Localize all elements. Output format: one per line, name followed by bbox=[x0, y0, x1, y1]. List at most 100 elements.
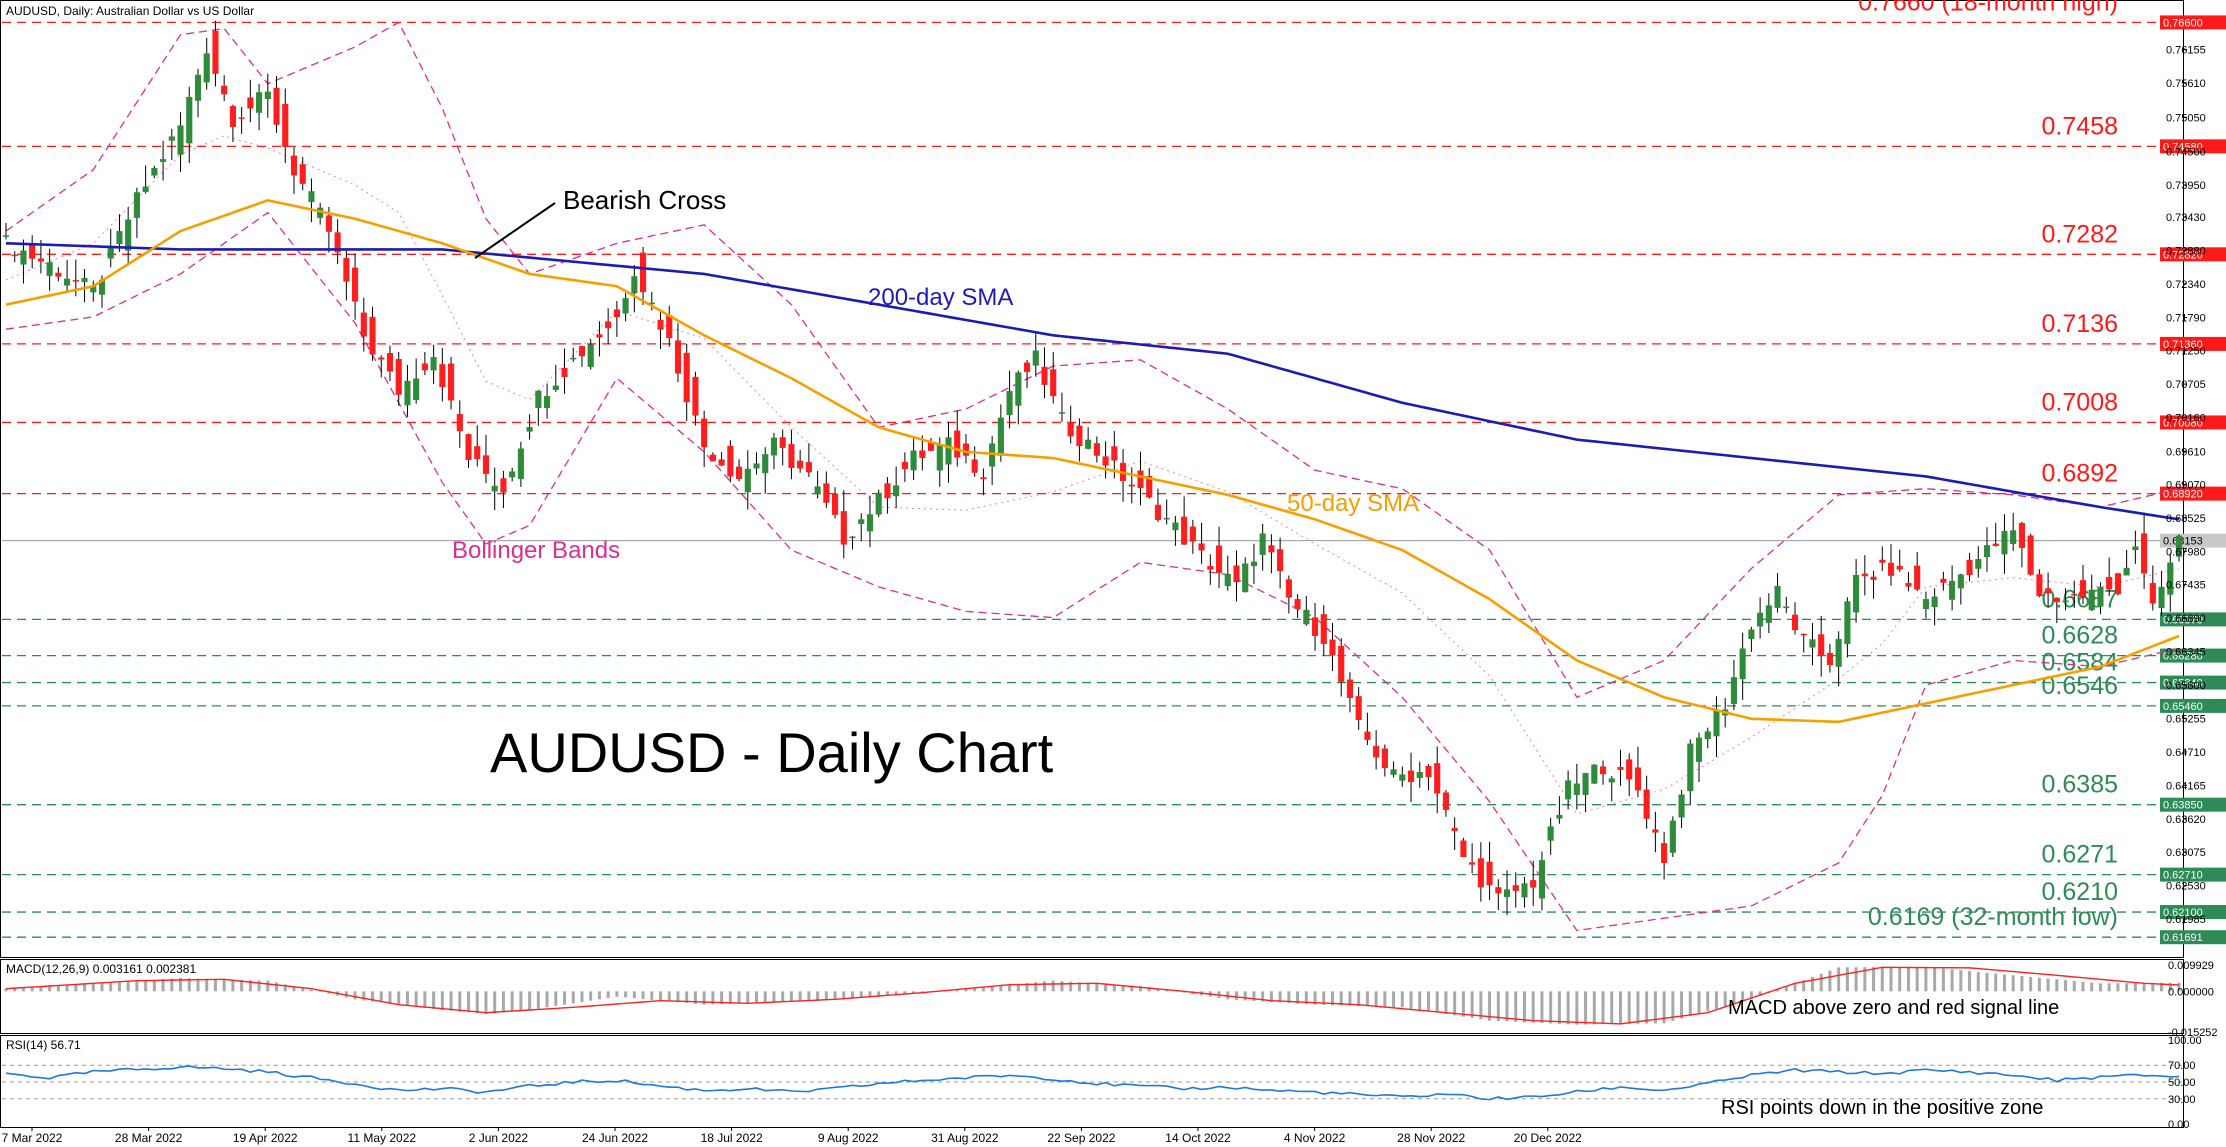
level-label: 0.6385 bbox=[2042, 771, 2118, 799]
candle-body bbox=[1023, 362, 1031, 373]
candle-body bbox=[1469, 862, 1476, 865]
candle-body bbox=[1189, 526, 1196, 542]
level-tag bbox=[2160, 867, 2226, 882]
candle-body bbox=[1172, 522, 1179, 531]
candle-body bbox=[832, 493, 839, 515]
candle-body bbox=[2071, 594, 2078, 596]
candle-body bbox=[2114, 573, 2121, 595]
level-tag bbox=[2160, 415, 2226, 430]
level-tag bbox=[2160, 336, 2226, 351]
candle-body bbox=[413, 378, 420, 400]
y-tick-label: 0.66345 bbox=[2166, 647, 2206, 659]
level-tag-text: 0.72820 bbox=[2163, 249, 2203, 261]
candle-body bbox=[1661, 843, 1668, 863]
candle-body bbox=[2132, 546, 2139, 550]
y-tick-label: 0.72880 bbox=[2166, 246, 2206, 258]
candle-body bbox=[1355, 696, 1362, 720]
x-tick-label: 2 Jun 2022 bbox=[469, 1131, 529, 1145]
candle-body bbox=[64, 278, 71, 286]
y-tick-label: 0.73950 bbox=[2166, 180, 2206, 192]
candle-body bbox=[1416, 771, 1423, 778]
candle-body bbox=[1853, 575, 1860, 613]
level-tag bbox=[2160, 797, 2226, 812]
candle-body bbox=[421, 363, 428, 371]
candle-body bbox=[1058, 412, 1066, 414]
candle-body bbox=[1949, 580, 1956, 600]
y-tick-label: 0.68525 bbox=[2166, 513, 2206, 525]
candle-body bbox=[1311, 617, 1319, 636]
candle-body bbox=[770, 437, 778, 456]
candle-body bbox=[596, 334, 603, 338]
level-tag-text: 0.61691 bbox=[2163, 932, 2203, 944]
level-tag-text: 0.71360 bbox=[2163, 339, 2203, 351]
rsi-y-tick-label: 70.00 bbox=[2168, 1060, 2196, 1072]
candle-body bbox=[509, 471, 516, 478]
macd-indicator-label: MACD(12,26,9) 0.003161 0.002381 bbox=[6, 962, 196, 976]
rsi-note: RSI points down in the positive zone bbox=[1721, 1097, 2043, 1119]
candle-body bbox=[954, 430, 961, 458]
candle-body bbox=[1442, 792, 1449, 810]
candle-body bbox=[1800, 633, 1807, 636]
candle-body bbox=[1338, 645, 1345, 682]
candle-body bbox=[1896, 565, 1903, 570]
x-tick-label: 4 Nov 2022 bbox=[1284, 1131, 1346, 1145]
candle-body bbox=[1966, 559, 1973, 576]
candle-body bbox=[1041, 366, 1048, 385]
y-tick-label: 0.69610 bbox=[2166, 446, 2206, 458]
y-tick-label: 0.75610 bbox=[2166, 78, 2206, 90]
candle-body bbox=[1503, 889, 1511, 897]
candle-body bbox=[2123, 567, 2130, 576]
candle-body bbox=[1434, 763, 1441, 794]
macd-y-tick-label: 0.009929 bbox=[2168, 960, 2214, 972]
candle-body bbox=[605, 321, 612, 329]
candle-body bbox=[1381, 748, 1388, 769]
candle-body bbox=[1486, 861, 1493, 886]
candle-body bbox=[229, 106, 236, 127]
macd-signal-line bbox=[5, 966, 2180, 1025]
level-tag bbox=[2160, 247, 2226, 262]
candle-body bbox=[613, 309, 620, 318]
candle-body bbox=[1390, 769, 1397, 775]
annotation-bearish-cross: Bearish Cross bbox=[563, 185, 726, 215]
candle-body bbox=[1407, 770, 1415, 783]
candle-body bbox=[2036, 574, 2043, 597]
candle-body bbox=[2149, 582, 2156, 604]
candle-body bbox=[945, 437, 952, 465]
candle-body bbox=[1826, 652, 1833, 665]
candle-body bbox=[919, 450, 926, 459]
candle-body bbox=[849, 536, 856, 539]
candle-body bbox=[1521, 883, 1528, 898]
candle-body bbox=[692, 376, 699, 416]
candle-body bbox=[1791, 614, 1799, 631]
candle-body bbox=[1242, 563, 1249, 593]
candle-body bbox=[928, 442, 935, 451]
candle-body bbox=[2079, 580, 2087, 598]
candle-body bbox=[500, 478, 507, 493]
y-tick-label: 0.75050 bbox=[2166, 113, 2206, 125]
candle-body bbox=[1905, 582, 1912, 587]
candle-body bbox=[37, 258, 44, 262]
y-tick-label: 0.67980 bbox=[2166, 546, 2206, 558]
level-tag bbox=[2160, 930, 2226, 945]
candle-body bbox=[1373, 745, 1380, 758]
candle-body bbox=[72, 280, 79, 282]
level-tag bbox=[2160, 905, 2226, 920]
candle-body bbox=[517, 448, 524, 480]
bollinger-bands-layer bbox=[5, 21, 2180, 932]
sma200-line bbox=[5, 241, 2180, 521]
candle-body bbox=[1617, 766, 1624, 770]
candle-body bbox=[308, 191, 315, 202]
candle-body bbox=[151, 167, 158, 176]
candle-body bbox=[1207, 565, 1214, 570]
candle-body bbox=[11, 254, 18, 257]
candle-body bbox=[1233, 565, 1240, 583]
candle-body bbox=[1565, 780, 1572, 800]
candle-body bbox=[1765, 605, 1772, 623]
candle-body bbox=[1181, 516, 1188, 545]
candle-body bbox=[1739, 648, 1746, 680]
candle-body bbox=[2018, 522, 2025, 549]
candle-body bbox=[1425, 766, 1432, 778]
candle-body bbox=[1530, 880, 1537, 888]
level-tag-text: 0.76600 bbox=[2163, 17, 2203, 29]
candle-body bbox=[334, 232, 341, 253]
